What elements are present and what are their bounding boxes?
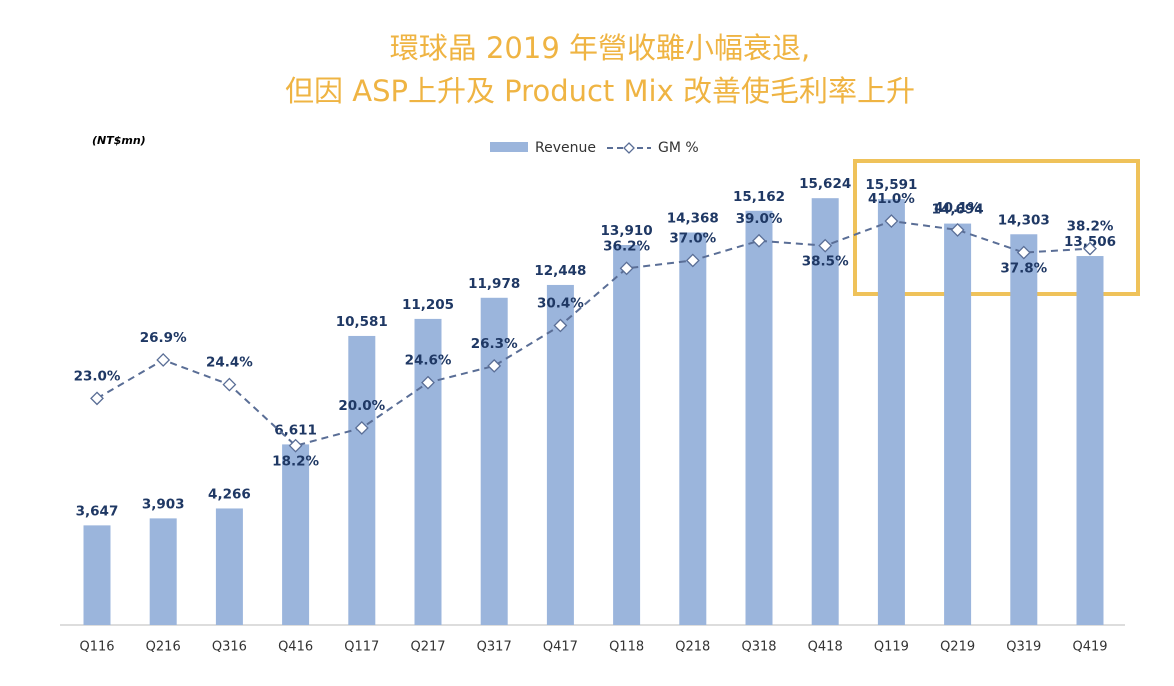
x-tick-label: Q319	[1006, 640, 1041, 655]
bar-value-label: 10,581	[336, 314, 388, 330]
bar	[613, 245, 641, 625]
line-value-label: 39.0%	[736, 211, 783, 227]
line-point	[354, 421, 369, 435]
bar	[679, 232, 707, 625]
bar	[480, 297, 508, 625]
bar	[348, 335, 376, 625]
line-point	[685, 253, 700, 268]
line-value-label: 37.0%	[669, 230, 716, 246]
bar	[1010, 234, 1038, 625]
bar-value-label: 15,591	[865, 177, 917, 193]
chart-title: 環球晶 2019 年營收雖小幅衰退,	[390, 31, 810, 65]
line-value-label: 38.2%	[1067, 219, 1114, 235]
bar	[282, 444, 310, 625]
line-point	[1016, 245, 1031, 260]
bar-value-label: 15,162	[733, 189, 785, 205]
line-value-label: 36.2%	[603, 238, 650, 254]
line-value-label: 26.3%	[471, 336, 518, 352]
line-point	[619, 261, 634, 276]
bar-value-label: 3,647	[76, 503, 119, 519]
line-point	[487, 358, 502, 373]
x-tick-label: Q218	[675, 640, 710, 655]
bar-value-label: 14,303	[998, 212, 1050, 228]
line-value-label: 18.2%	[272, 454, 319, 470]
bar	[877, 199, 905, 626]
bar	[944, 223, 972, 625]
line-point	[90, 391, 104, 406]
bar	[745, 210, 773, 625]
line-value-label: 24.6%	[405, 353, 452, 369]
highlight-box	[853, 159, 1140, 296]
line-value-label: 41.0%	[868, 191, 915, 207]
bar-value-label: 6,611	[274, 422, 317, 438]
bar-value-label: 12,448	[534, 263, 586, 279]
bar-value-label: 11,205	[402, 297, 454, 313]
x-tick-label: Q216	[146, 640, 181, 655]
line-value-label: 23.0%	[74, 368, 121, 384]
line-value-label: 37.8%	[1000, 261, 1047, 277]
x-tick-label: Q118	[609, 640, 644, 655]
x-tick-label: Q419	[1072, 640, 1107, 655]
bar	[215, 508, 243, 625]
line-point	[818, 238, 833, 253]
x-tick-label: Q116	[79, 640, 114, 655]
line-value-label: 38.5%	[802, 254, 849, 270]
line-value-label: 26.9%	[140, 330, 187, 346]
legend-label: Revenue	[535, 140, 596, 156]
legend-swatch	[623, 142, 635, 154]
x-tick-label: Q119	[874, 640, 909, 655]
bar-value-label: 14,368	[667, 210, 719, 226]
x-tick-label: Q416	[278, 640, 313, 655]
x-tick-label: Q117	[344, 640, 379, 655]
x-tick-label: Q219	[940, 640, 975, 655]
chart-title: 但因 ASP上升及 Product Mix 改善使毛利率上升	[285, 74, 915, 108]
bar-value-label: 11,978	[468, 276, 520, 292]
line-point	[222, 377, 237, 392]
line-point	[553, 318, 568, 333]
bar-value-label: 13,910	[601, 223, 653, 239]
line-value-label: 20.0%	[338, 398, 385, 414]
bar-value-label: 14,694	[932, 202, 984, 218]
x-tick-label: Q217	[410, 640, 445, 655]
line-value-label: 30.4%	[537, 295, 584, 311]
bar-value-label: 4,266	[208, 486, 251, 502]
line-point	[884, 214, 899, 228]
line	[96, 220, 1091, 447]
bar	[414, 318, 442, 625]
bar	[546, 284, 574, 625]
bar-value-label: 3,903	[142, 496, 185, 512]
x-tick-label: Q318	[741, 640, 776, 655]
unit-label: (NT$mn)	[92, 134, 146, 147]
bar-value-label: 15,624	[799, 176, 851, 192]
line-point	[752, 233, 766, 248]
bar	[83, 525, 111, 625]
legend-swatch	[490, 142, 528, 152]
legend-label: GM %	[658, 140, 699, 156]
line-point	[156, 353, 171, 367]
x-tick-label: Q317	[477, 640, 512, 655]
bar	[811, 198, 839, 625]
bar	[149, 518, 177, 625]
bar	[1076, 256, 1104, 625]
line-point	[1083, 241, 1097, 256]
line-point	[288, 438, 303, 453]
line-point	[421, 375, 435, 390]
x-tick-label: Q418	[808, 640, 843, 655]
line-point	[950, 222, 965, 237]
x-tick-label: Q316	[212, 640, 247, 655]
line-value-label: 40.1%	[934, 200, 981, 216]
line-value-label: 24.4%	[206, 355, 253, 371]
x-tick-label: Q417	[543, 640, 578, 655]
